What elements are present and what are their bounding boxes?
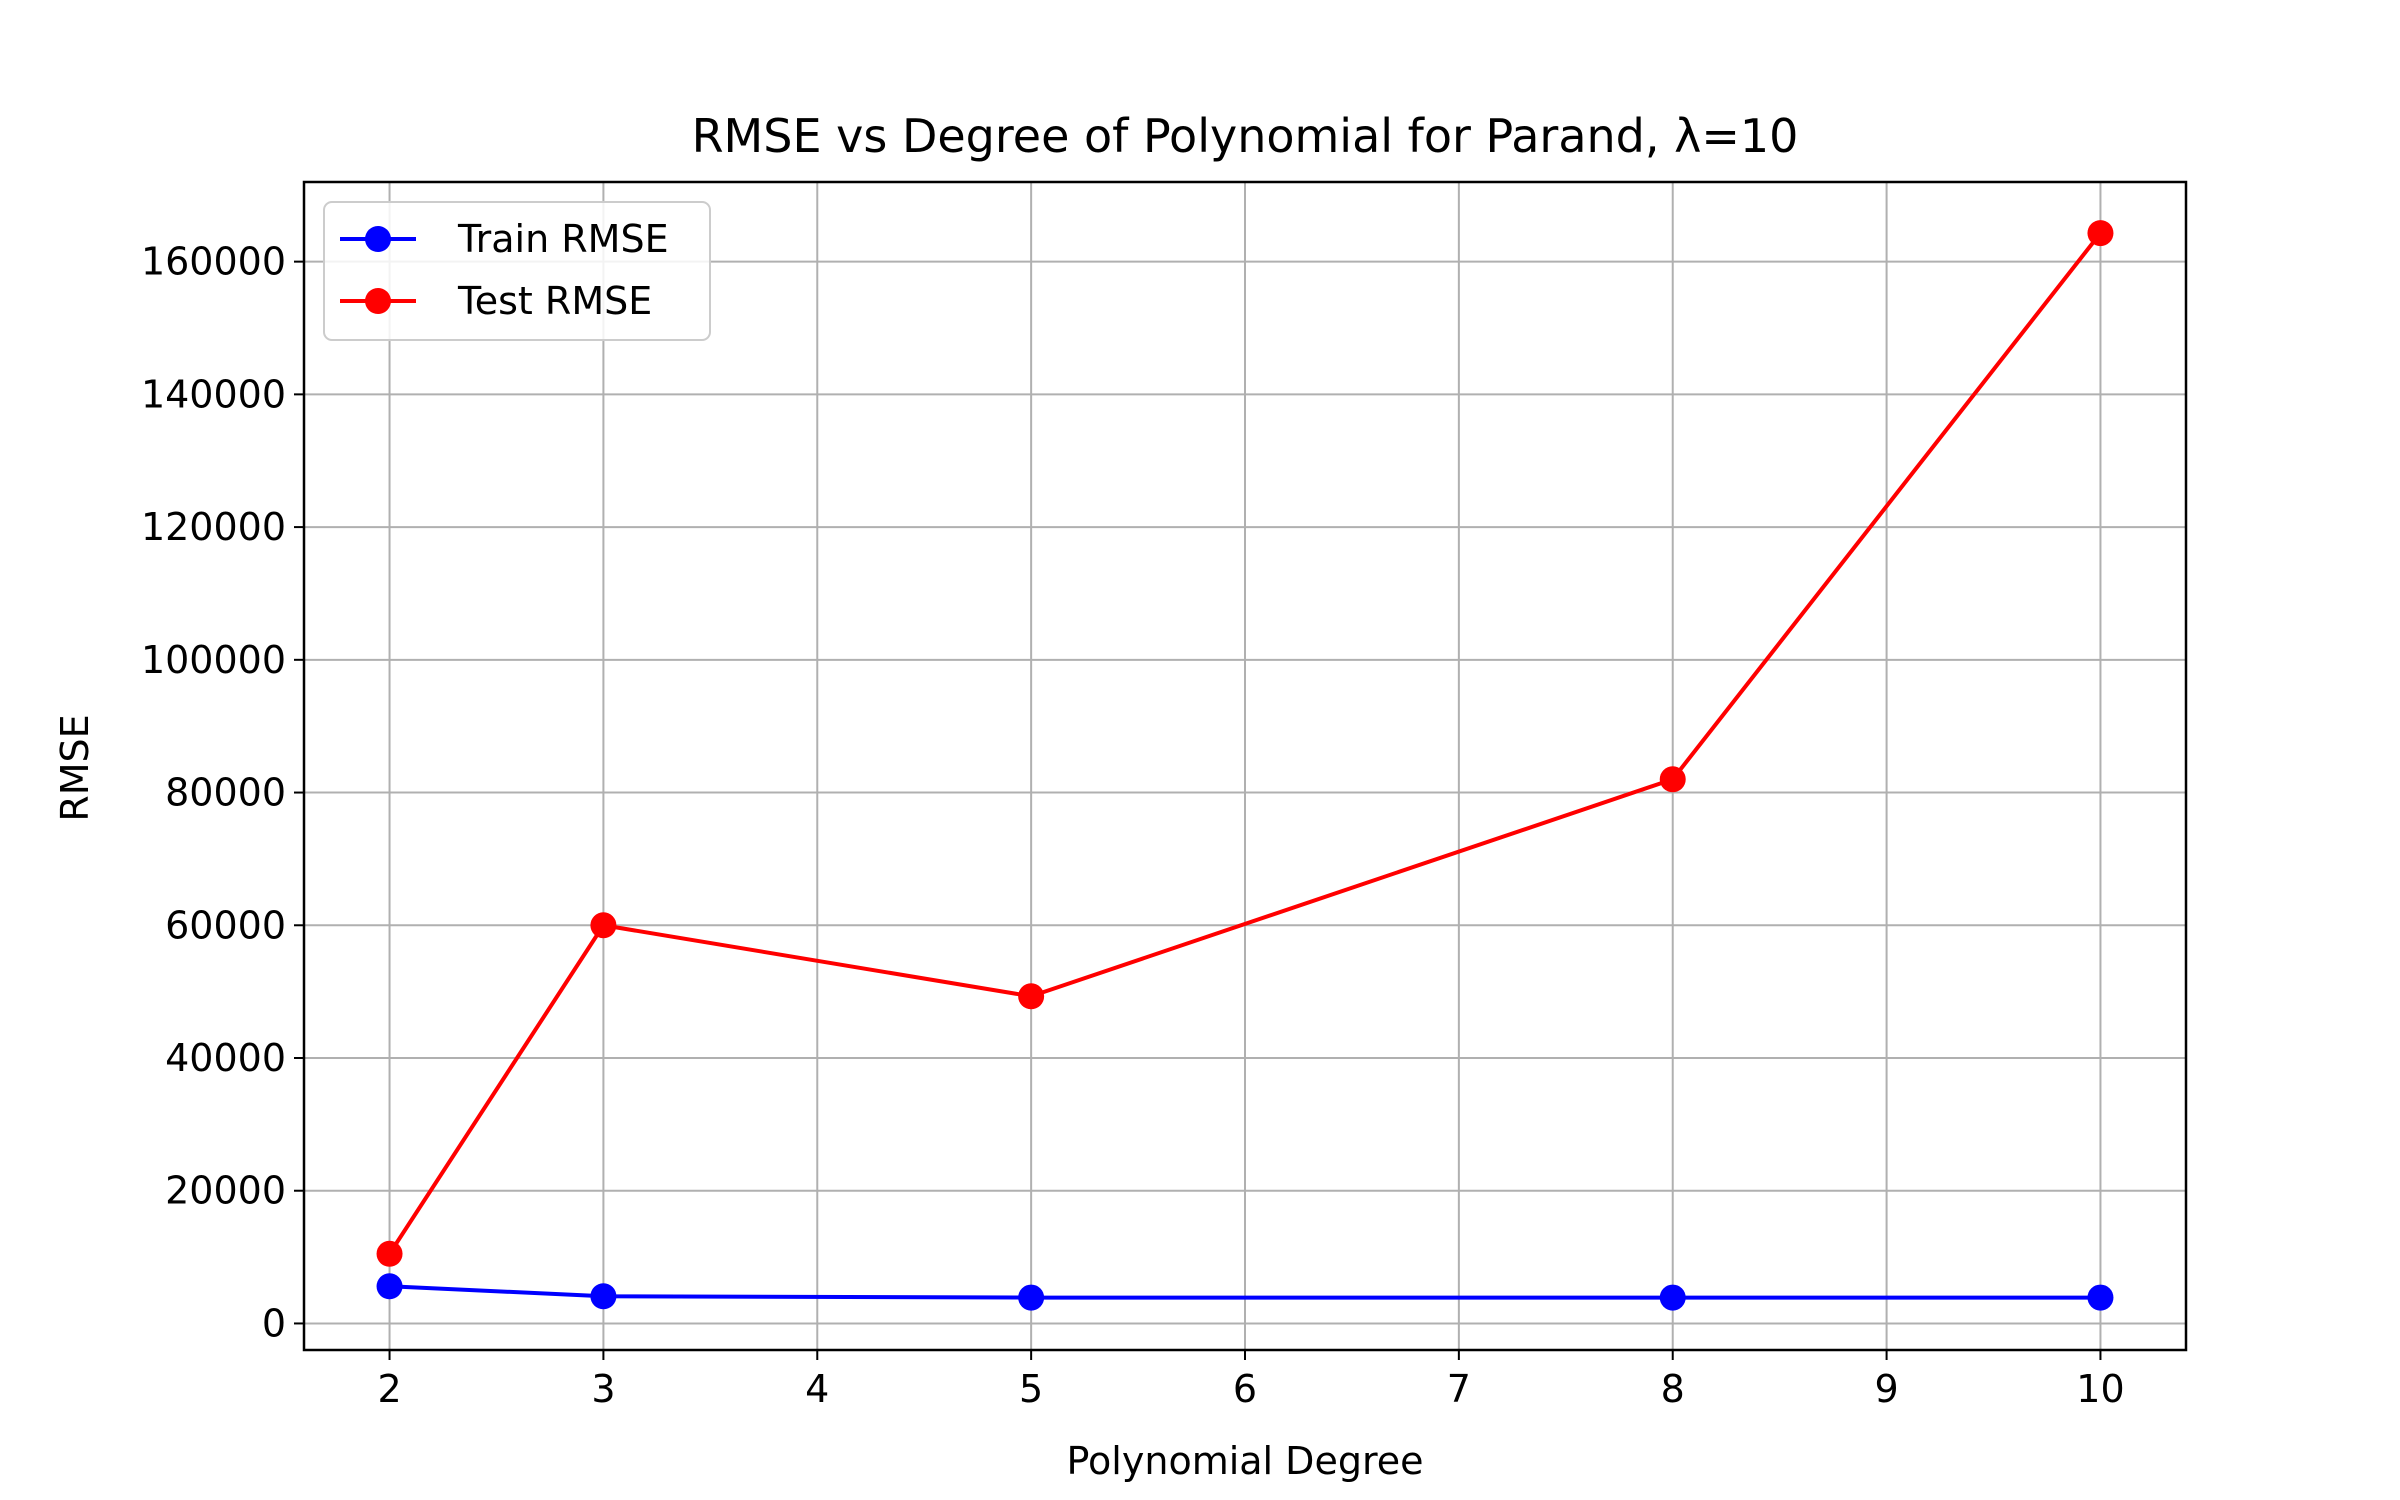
chart-title: RMSE vs Degree of Polynomial for Parand,… [692, 109, 1799, 163]
x-tick-label: 3 [591, 1367, 615, 1411]
y-tick-label: 40000 [165, 1036, 286, 1080]
data-point-test-rmse [2087, 220, 2114, 247]
x-tick-label: 6 [1233, 1367, 1257, 1411]
y-tick-label: 100000 [141, 638, 286, 682]
legend: Train RMSE Test RMSE [323, 201, 711, 341]
data-point-train-rmse [590, 1283, 617, 1310]
x-tick-label: 9 [1874, 1367, 1898, 1411]
y-axis: 0 20000 40000 60000 80000 100000 120000 140000 1… [141, 240, 304, 1345]
grid [304, 182, 2186, 1350]
x-axis: 2 3 4 5 6 7 8 9 10 [377, 1350, 2125, 1411]
x-tick-label: 4 [805, 1367, 829, 1411]
y-tick-label: 0 [262, 1301, 286, 1345]
series-train-rmse [376, 1273, 2114, 1311]
y-tick-label: 140000 [141, 372, 286, 416]
data-point-train-rmse [2087, 1284, 2114, 1311]
data-point-train-rmse [376, 1273, 403, 1300]
y-tick-label: 60000 [165, 903, 286, 947]
legend-box [323, 201, 711, 341]
data-point-train-rmse [1018, 1284, 1045, 1311]
y-tick-label: 160000 [141, 240, 286, 284]
legend-marker-train [365, 226, 391, 252]
series-test-rmse [376, 220, 2114, 1267]
legend-label-train: Train RMSE [457, 217, 669, 261]
y-axis-label: RMSE [53, 714, 97, 821]
y-tick-label: 20000 [165, 1169, 286, 1213]
data-point-test-rmse [1018, 983, 1045, 1010]
data-point-test-rmse [1659, 766, 1686, 793]
legend-label-test: Test RMSE [457, 279, 652, 323]
legend-marker-test [365, 288, 391, 314]
x-tick-label: 10 [2076, 1367, 2124, 1411]
x-tick-label: 8 [1661, 1367, 1685, 1411]
y-tick-label: 120000 [141, 505, 286, 549]
y-tick-label: 80000 [165, 771, 286, 815]
data-point-test-rmse [376, 1240, 403, 1267]
series-layer [376, 220, 2114, 1311]
x-tick-label: 2 [377, 1367, 401, 1411]
x-tick-label: 7 [1447, 1367, 1471, 1411]
data-point-test-rmse [590, 912, 617, 939]
x-tick-label: 5 [1019, 1367, 1043, 1411]
x-axis-label: Polynomial Degree [1067, 1439, 1424, 1483]
data-point-train-rmse [1659, 1284, 1686, 1311]
